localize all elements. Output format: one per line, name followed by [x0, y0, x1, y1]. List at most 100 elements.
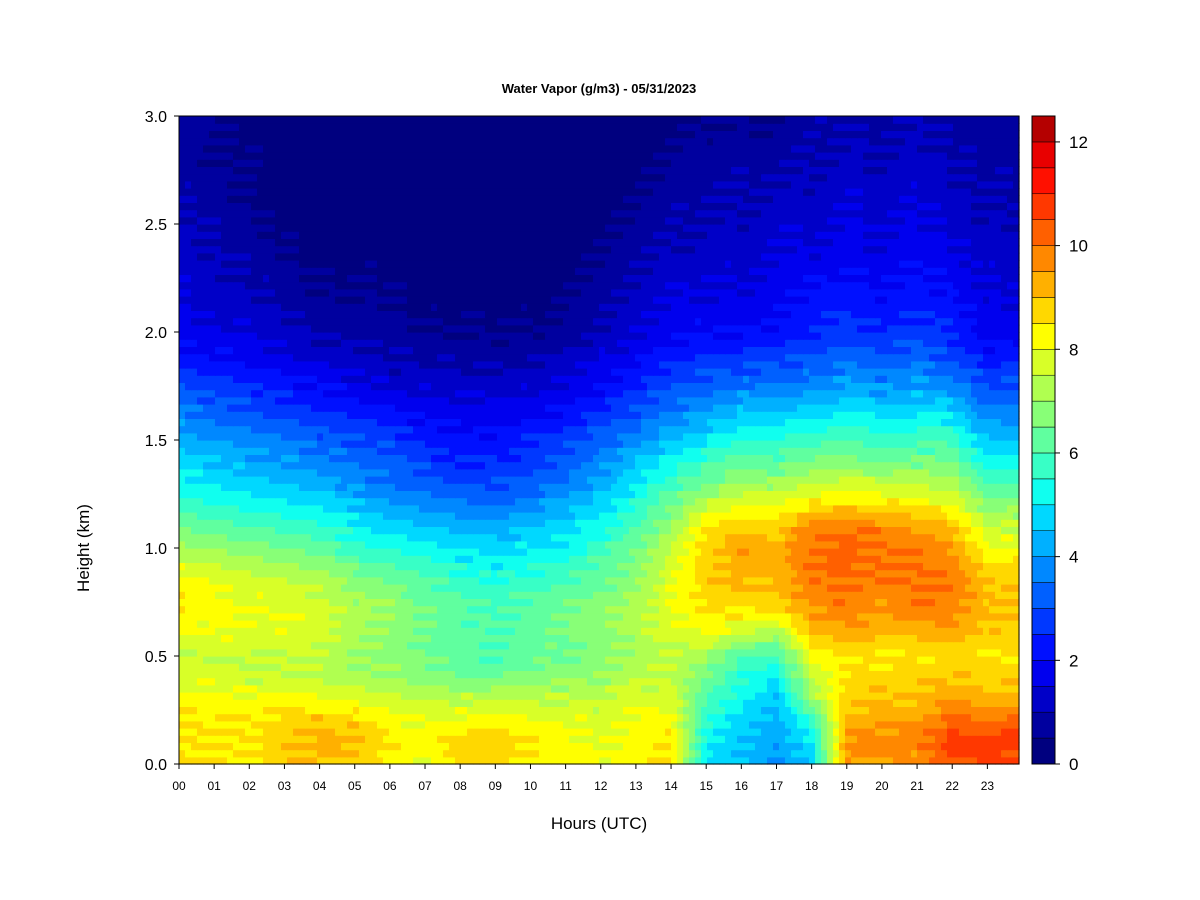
heatmap-cell — [335, 591, 342, 599]
heatmap-cell — [575, 663, 582, 671]
heatmap-cell — [179, 591, 186, 599]
heatmap-cell — [605, 742, 612, 751]
heatmap-cell — [605, 584, 612, 592]
heatmap-cell — [311, 641, 318, 650]
heatmap-cell — [965, 720, 972, 729]
heatmap-cell — [893, 584, 900, 592]
heatmap-cell — [851, 684, 858, 693]
heatmap-cell — [869, 677, 876, 686]
heatmap-cell — [779, 620, 786, 628]
heatmap-cell — [191, 713, 198, 722]
heatmap-cell — [275, 576, 282, 585]
heatmap-cell — [1001, 735, 1008, 743]
heatmap-cell — [281, 576, 288, 585]
heatmap-cell — [299, 692, 306, 700]
heatmap-cell — [647, 648, 654, 657]
heatmap-cell — [749, 713, 756, 722]
heatmap-cell — [467, 576, 474, 585]
heatmap-cell — [623, 735, 630, 743]
heatmap-cell — [605, 648, 612, 657]
heatmap-cell — [383, 677, 390, 686]
heatmap-cell — [245, 670, 252, 679]
heatmap-cell — [443, 749, 450, 758]
heatmap-cell — [353, 684, 360, 693]
heatmap-cell — [977, 612, 984, 621]
heatmap-cell — [887, 634, 894, 643]
heatmap-cell — [497, 663, 504, 671]
heatmap-cell — [215, 598, 222, 607]
heatmap-cell — [221, 735, 228, 743]
heatmap-cell — [701, 504, 708, 513]
heatmap-cell — [959, 569, 966, 578]
heatmap-cell — [419, 627, 426, 635]
heatmap-cell — [695, 706, 702, 715]
heatmap-cell — [527, 605, 534, 614]
heatmap-cell — [947, 648, 954, 657]
heatmap-cell — [365, 627, 372, 635]
heatmap-cell — [611, 677, 618, 686]
heatmap-cell — [389, 634, 396, 643]
heatmap-cell — [497, 512, 504, 520]
heatmap-cell — [455, 648, 462, 657]
heatmap-cell — [245, 742, 252, 751]
heatmap-cell — [1001, 720, 1008, 729]
heatmap-cell — [575, 699, 582, 707]
heatmap-cell — [227, 548, 234, 556]
heatmap-cell — [533, 584, 540, 592]
heatmap-cell — [563, 548, 570, 556]
heatmap-cell — [599, 548, 606, 556]
heatmap-cell — [635, 598, 642, 607]
heatmap-cell — [707, 756, 714, 765]
heatmap-cell — [197, 512, 204, 520]
heatmap-cell — [779, 562, 786, 571]
heatmap-cell — [515, 569, 522, 578]
heatmap-cell — [581, 656, 588, 664]
heatmap-cell — [353, 699, 360, 707]
heatmap-cell — [569, 584, 576, 592]
heatmap-cell — [551, 728, 558, 736]
heatmap-cell — [791, 548, 798, 556]
heatmap-cell — [893, 634, 900, 643]
heatmap-cell — [1001, 526, 1008, 535]
heatmap-cell — [371, 526, 378, 535]
heatmap-cell — [251, 504, 258, 513]
heatmap-cell — [857, 699, 864, 707]
heatmap-cell — [755, 533, 762, 542]
heatmap-cell — [443, 519, 450, 527]
heatmap-cell — [491, 576, 498, 585]
heatmap-cell — [593, 584, 600, 592]
heatmap-cell — [623, 627, 630, 635]
heatmap-cell — [599, 512, 606, 520]
heatmap-cell — [359, 576, 366, 585]
heatmap-cell — [383, 569, 390, 578]
heatmap-cell — [341, 555, 348, 563]
heatmap-cell — [953, 584, 960, 592]
heatmap-cell — [1013, 692, 1020, 700]
heatmap-cell — [203, 742, 210, 751]
heatmap-cell — [995, 728, 1002, 736]
heatmap-cell — [593, 749, 600, 758]
heatmap-cell — [827, 756, 834, 765]
heatmap-cell — [893, 713, 900, 722]
heatmap-cell — [197, 620, 204, 628]
heatmap-cell — [713, 540, 720, 549]
heatmap-cell — [491, 656, 498, 664]
heatmap-cell — [197, 548, 204, 556]
heatmap-cell — [923, 706, 930, 715]
heatmap-cell — [407, 720, 414, 729]
heatmap-cell — [269, 641, 276, 650]
heatmap-cell — [539, 735, 546, 743]
heatmap-cell — [821, 699, 828, 707]
heatmap-cell — [917, 548, 924, 556]
heatmap-cell — [401, 677, 408, 686]
heatmap-cell — [971, 627, 978, 635]
heatmap-cell — [473, 519, 480, 527]
heatmap-cell — [305, 756, 312, 765]
heatmap-cell — [869, 526, 876, 535]
heatmap-cell — [725, 526, 732, 535]
heatmap-cell — [749, 627, 756, 635]
heatmap-cell — [653, 706, 660, 715]
heatmap-cell — [197, 526, 204, 535]
heatmap-cell — [647, 540, 654, 549]
heatmap-cell — [425, 742, 432, 751]
